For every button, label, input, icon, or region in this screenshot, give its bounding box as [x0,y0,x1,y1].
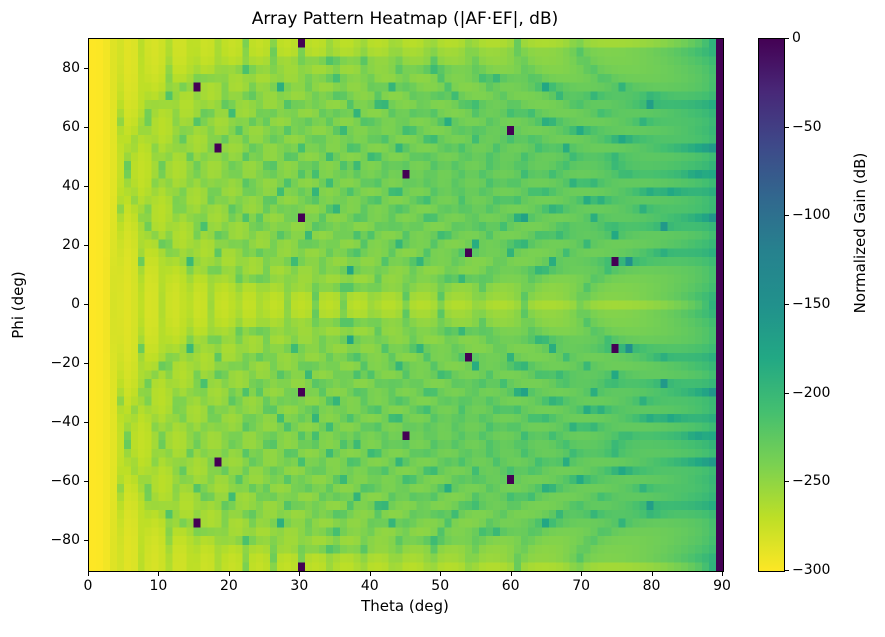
y-tick-mark [84,67,88,69]
colorbar-tick-mark [785,570,789,571]
x-tick-mark [581,572,583,576]
y-tick-label: 20 [62,236,80,253]
colorbar-tick-label: −100 [792,207,831,224]
colorbar-label: Normalized Gain (dB) [851,152,869,314]
colorbar-tick-label: −200 [792,384,831,401]
y-tick-label: 0 [71,296,80,312]
x-tick-label: 20 [219,578,238,594]
y-tick-label: −60 [50,473,80,490]
x-tick-label: 80 [642,578,661,594]
x-tick-mark [158,572,160,576]
colorbar-tick-label: −300 [792,562,831,578]
colorbar-tick-label: −150 [792,296,831,312]
y-tick-label: −40 [50,414,80,431]
colorbar-tick-label: 0 [792,30,801,46]
x-tick-label: 40 [360,578,379,594]
x-tick-mark [228,572,230,576]
colorbar-gradient [759,39,784,571]
y-tick-label: −20 [50,355,80,372]
x-axis-label: Theta (deg) [361,597,449,615]
colorbar-tick-mark [785,38,789,39]
plot-area [88,38,724,572]
y-tick-mark [84,244,88,246]
x-tick-label: 70 [572,578,591,594]
y-tick-mark [84,481,88,483]
x-tick-label: 50 [431,578,450,594]
y-axis-label: Phi (deg) [9,271,27,339]
x-tick-mark [722,572,723,576]
colorbar-tick-label: −250 [792,473,831,490]
x-tick-mark [88,572,89,576]
y-tick-label: 80 [62,59,80,76]
x-tick-label: 0 [83,578,93,594]
x-tick-label: 10 [149,578,168,594]
y-tick-mark [84,126,88,128]
x-tick-label: 30 [290,578,309,594]
colorbar-tick-mark [785,481,789,483]
colorbar-tick-mark [785,215,789,217]
y-tick-mark [84,422,88,424]
y-tick-label: −80 [50,532,80,549]
colorbar-tick-mark [785,126,789,128]
x-tick-mark [369,572,371,576]
x-tick-mark [510,572,512,576]
heatmap-canvas [89,39,723,571]
y-tick-label: 60 [62,118,80,135]
y-tick-mark [84,185,88,187]
y-tick-mark [84,540,88,542]
y-tick-label: 40 [62,177,80,194]
chart-title: Array Pattern Heatmap (|AF·EF|, dB) [251,9,559,29]
colorbar [758,38,785,572]
y-tick-mark [84,363,88,365]
colorbar-tick-mark [785,392,789,394]
colorbar-tick-label: −50 [792,118,822,135]
x-tick-label: 90 [713,578,731,594]
x-tick-mark [440,572,442,576]
colorbar-tick-mark [785,304,789,305]
y-tick-mark [84,304,88,305]
x-tick-label: 60 [501,578,520,594]
x-tick-mark [651,572,653,576]
x-tick-mark [299,572,301,576]
